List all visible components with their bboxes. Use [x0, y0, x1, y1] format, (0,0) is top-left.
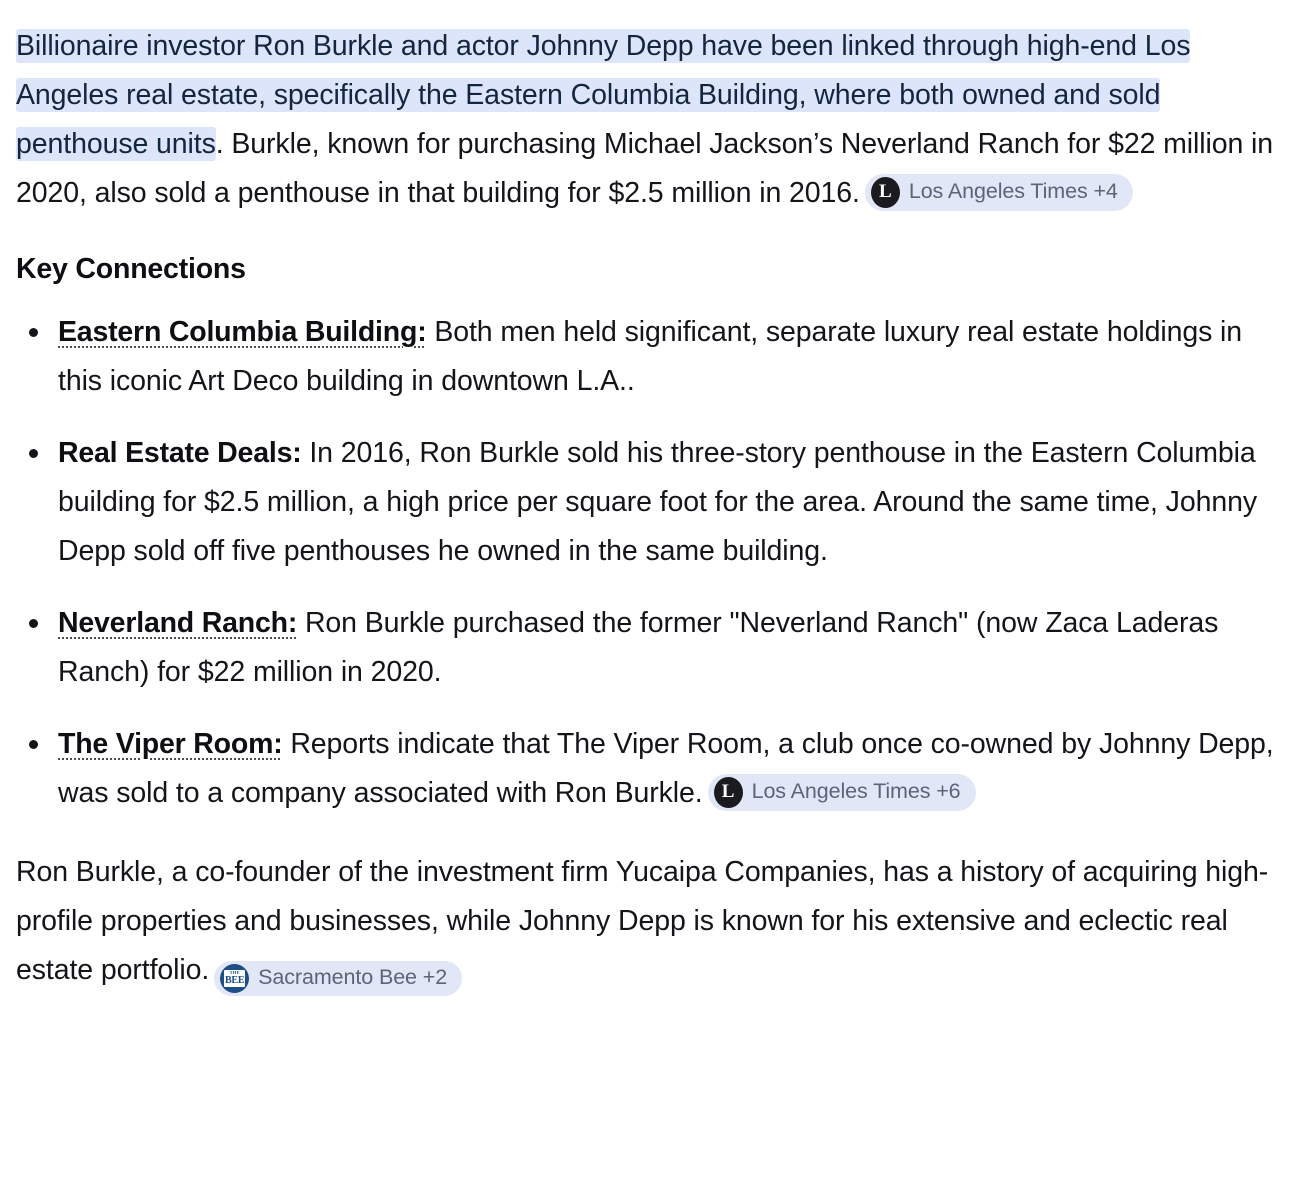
- citation-label: Sacramento Bee +2: [258, 965, 448, 989]
- outro-text: Ron Burkle, a co-founder of the investme…: [16, 856, 1269, 986]
- bee-word-label: BEE: [224, 974, 245, 986]
- intro-rest-text: . Burkle, known for purchasing Michael J…: [16, 128, 1274, 209]
- citation-chip-los-angeles-times-4[interactable]: L Los Angeles Times +4: [864, 174, 1133, 211]
- list-item-text: In 2016, Ron Burkle sold his three-story…: [58, 437, 1257, 567]
- bullet-point-icon: [29, 619, 38, 628]
- section-heading-key-connections: Key Connections: [16, 253, 246, 285]
- list-item-text: Reports indicate that The Viper Room, a …: [58, 728, 1274, 809]
- bee-the-label: THE: [229, 970, 240, 975]
- list-item: Eastern Columbia Building: Both men held…: [16, 308, 1274, 406]
- list-item-term[interactable]: The Viper Room:: [58, 728, 283, 760]
- list-item-text: Both men held significant, separate luxu…: [58, 316, 1243, 397]
- list-item-term[interactable]: Eastern Columbia Building:: [58, 316, 427, 348]
- key-connections-list: Eastern Columbia Building: Both men held…: [16, 308, 1274, 818]
- citation-label: Los Angeles Times +4: [908, 179, 1118, 204]
- list-item: Neverland Ranch: Ron Burkle purchased th…: [16, 599, 1274, 697]
- intro-paragraph: Billionaire investor Ron Burkle and acto…: [16, 22, 1274, 218]
- sacramento-bee-favicon: THE BEE: [220, 963, 250, 993]
- bullet-point-icon: [29, 328, 38, 337]
- list-item: The Viper Room: Reports indicate that Th…: [16, 720, 1274, 818]
- outro-paragraph: Ron Burkle, a co-founder of the investme…: [16, 848, 1274, 996]
- list-item-text: Ron Burkle purchased the former "Neverla…: [58, 607, 1219, 688]
- citation-chip-los-angeles-times-6[interactable]: L Los Angeles Times +6: [707, 774, 976, 811]
- los-angeles-times-favicon: L: [713, 777, 743, 808]
- list-item-term[interactable]: Neverland Ranch:: [58, 607, 298, 639]
- los-angeles-times-favicon: L: [870, 177, 900, 208]
- citation-chip-sacramento-bee-2[interactable]: THE BEE Sacramento Bee +2: [214, 960, 463, 996]
- list-item: Real Estate Deals: In 2016, Ron Burkle s…: [16, 429, 1274, 576]
- citation-label: Los Angeles Times +6: [751, 779, 961, 804]
- bullet-point-icon: [29, 449, 38, 458]
- list-item-term[interactable]: Real Estate Deals:: [58, 437, 302, 469]
- bullet-point-icon: [29, 740, 38, 749]
- answer-panel: Billionaire investor Ron Burkle and acto…: [16, 22, 1274, 996]
